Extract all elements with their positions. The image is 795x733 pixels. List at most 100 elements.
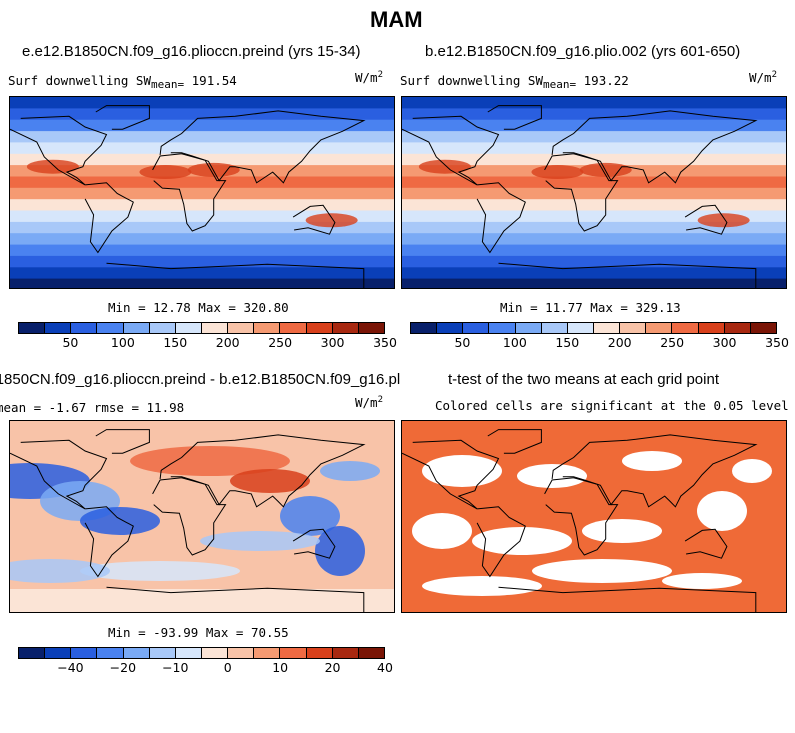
colorbar-ticks-top-left: 50 100 150 200 250 300 350: [18, 335, 396, 351]
colorbar-swatch: [489, 323, 516, 333]
colorbar-swatch: [411, 323, 438, 333]
diff-anomaly: [80, 561, 240, 581]
diff-anomaly: [320, 461, 380, 481]
colorbar-tick-label: 300: [320, 335, 345, 350]
panel-title-clip: e.e12.B1850CN.f09_g16.plioccn.preind - b…: [0, 368, 400, 390]
sw-band: [402, 244, 786, 257]
sw-hotspot: [418, 159, 471, 174]
continent-outline: [84, 182, 134, 254]
colorbar-swatch: [71, 323, 98, 333]
continent-outline: [106, 586, 365, 612]
units-text: W/m: [355, 395, 378, 411]
insignificant-region: [732, 459, 772, 483]
continent-outline: [106, 262, 365, 288]
sw-band: [10, 278, 394, 288]
continent-outline: [84, 506, 134, 578]
sw-band: [10, 187, 394, 200]
colorbar-tick-label: 100: [502, 335, 527, 350]
units-exp: 2: [377, 70, 383, 80]
sw-band: [10, 255, 394, 268]
sw-band: [402, 221, 786, 234]
minmax-bottom-left: Min = -93.99 Max = 70.55: [108, 625, 289, 640]
mean-value: 193.22: [583, 73, 629, 88]
colorbar-swatch: [97, 323, 124, 333]
sw-band: [402, 267, 786, 280]
minmax-top-left: Min = 12.78 Max = 320.80: [108, 300, 289, 315]
sw-band: [402, 108, 786, 121]
colorbar-tick-label: −20: [109, 660, 137, 675]
variable-label-top-right: Surf downwelling SWmean= 193.22: [400, 73, 629, 91]
colorbar-tick-label: −40: [57, 660, 84, 675]
colorbar-tick-label: 300: [712, 335, 737, 350]
sw-band: [10, 176, 394, 189]
units-top-right: W/m2: [749, 70, 777, 85]
colorbar-tick-label: 250: [268, 335, 293, 350]
coastlines: [10, 429, 366, 612]
colorbar-swatch: [541, 323, 568, 333]
colorbar-tick-label: −10: [162, 660, 189, 675]
diff-anomaly: [230, 469, 310, 493]
colorbar-swatch: [45, 648, 72, 658]
sw-hotspot: [305, 213, 358, 228]
colorbar-swatch: [646, 323, 673, 333]
colorbar-swatch: [306, 323, 333, 333]
subtitle-bottom-right: Colored cells are significant at the 0.0…: [435, 398, 789, 413]
colorbar-swatch: [567, 323, 594, 333]
figure-title: MAM: [370, 7, 423, 32]
sw-band: [10, 233, 394, 246]
continent-outline: [684, 528, 728, 559]
continent-outline: [292, 528, 336, 559]
colorbar-swatch: [71, 648, 98, 658]
colorbar-tick-label: 10: [272, 660, 289, 675]
units-bottom-left: W/m2: [355, 395, 383, 410]
colorbar-swatch: [19, 648, 46, 658]
insignificant-region: [422, 455, 502, 487]
colorbar-swatch: [332, 323, 359, 333]
coastlines: [402, 105, 758, 288]
map-bottom-left: [9, 420, 395, 613]
sw-band: [402, 142, 786, 155]
continent-outline: [476, 506, 526, 578]
diff-anomaly: [10, 559, 110, 583]
colorbar-swatch: [149, 323, 176, 333]
panel-title-bottom-left: e.e12.B1850CN.f09_g16.plioccn.preind - b…: [0, 371, 400, 388]
sw-band: [10, 108, 394, 121]
colorbar-tick-label: 150: [163, 335, 188, 350]
units-text: W/m: [355, 70, 378, 86]
continent-outline: [487, 429, 542, 454]
colorbar-swatch: [201, 648, 229, 658]
colorbar-tick-label: 50: [454, 335, 471, 350]
colorbar-swatch: [515, 323, 542, 333]
colorbar-swatch: [201, 323, 229, 333]
colorbar-tick-label: 40: [377, 660, 393, 675]
sw-band: [402, 119, 786, 132]
continent-outline: [498, 262, 757, 288]
variable-name: Surf downwelling SW: [8, 73, 151, 88]
sw-band: [402, 233, 786, 246]
colorbar-tick-label: 200: [607, 335, 632, 350]
colorbar-swatch: [306, 648, 333, 658]
insignificant-region: [622, 451, 682, 471]
colorbar-tick-label: 0: [223, 660, 232, 675]
map-top-right: [401, 96, 787, 289]
sw-band: [10, 221, 394, 234]
sw-band: [402, 199, 786, 212]
units-top-left: W/m2: [355, 70, 383, 85]
colorbar-top-right: [410, 322, 777, 334]
sw-band: [402, 255, 786, 268]
continent-outline: [152, 477, 227, 556]
panel-title-top-left: e.e12.B1850CN.f09_g16.plioccn.preind (yr…: [22, 43, 361, 60]
colorbar-tick-label: 150: [555, 335, 580, 350]
colorbar-top-left: [18, 322, 385, 334]
insignificant-region: [697, 491, 747, 531]
colorbar-swatch: [254, 323, 281, 333]
sw-hotspot: [139, 165, 192, 180]
continent-outline: [544, 477, 619, 556]
sw-band: [10, 142, 394, 155]
continent-outline: [551, 434, 758, 508]
colorbar-swatch: [280, 323, 307, 333]
units-exp: 2: [377, 395, 383, 405]
variable-label-top-left: Surf downwelling SWmean= 191.54: [8, 73, 237, 91]
sw-band: [402, 97, 786, 109]
sw-band: [402, 176, 786, 189]
